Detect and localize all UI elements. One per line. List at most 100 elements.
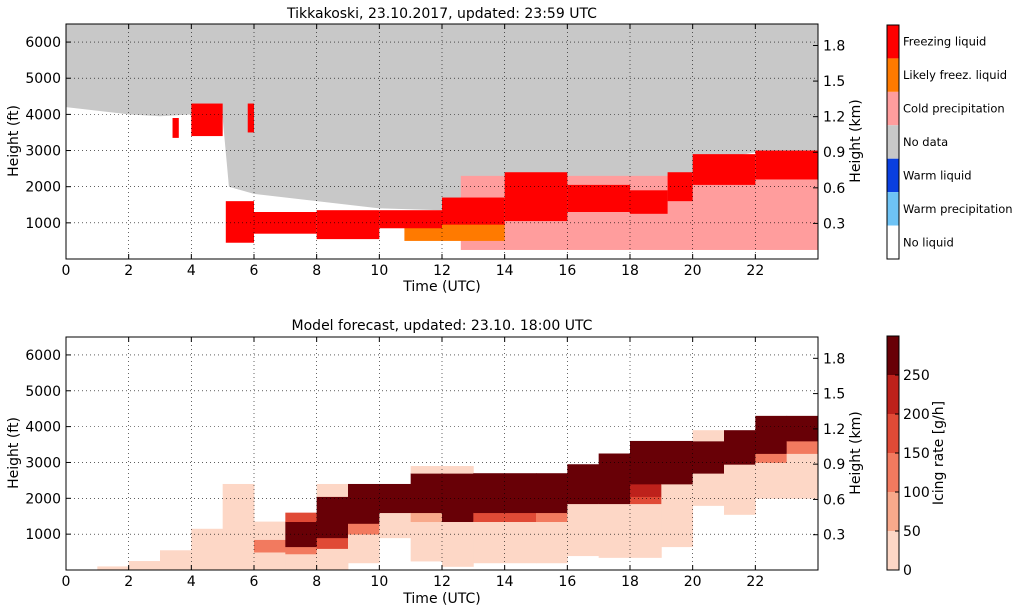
icing-cell <box>410 466 443 474</box>
freezing-liquid-patch <box>191 103 223 137</box>
icing-cell <box>567 464 600 505</box>
legend-swatch <box>887 125 899 159</box>
y-tick-label: 4000 <box>25 420 61 436</box>
x-tick-label: 12 <box>433 263 451 279</box>
x-tick-label: 8 <box>312 574 321 590</box>
icing-cell <box>348 483 380 524</box>
y-right-tick-label: 1.5 <box>823 74 845 90</box>
colorbar-tick-label: 50 <box>903 524 921 540</box>
icing-cell <box>724 464 756 515</box>
y-right-tick-label: 1.8 <box>823 351 845 367</box>
icing-cell <box>567 503 600 557</box>
x-tick-label: 4 <box>187 574 196 590</box>
y-tick-label: 5000 <box>25 384 61 400</box>
observation-xlabel: Time (UTC) <box>402 279 480 295</box>
legend-swatch <box>887 58 899 92</box>
icing-cell <box>661 483 694 548</box>
icing-cell <box>473 521 506 564</box>
icing-cell <box>97 566 130 570</box>
x-tick-label: 12 <box>433 574 451 590</box>
icing-cell <box>536 521 568 564</box>
y-right-tick-label: 0.6 <box>823 181 845 197</box>
freezing-liquid-band-segment <box>692 154 756 185</box>
icing-cell <box>222 483 255 570</box>
icing-cell <box>504 512 537 523</box>
y-right-tick-label: 0.3 <box>823 216 845 232</box>
x-tick-label: 16 <box>558 263 576 279</box>
legend-entry: Freezing liquid <box>903 35 986 49</box>
x-tick-label: 4 <box>187 263 196 279</box>
forecast-title: Model forecast, updated: 23.10. 18:00 UT… <box>292 318 593 334</box>
freezing-liquid-band-segment <box>442 197 505 225</box>
legend-swatch <box>887 225 899 259</box>
icing-cell <box>254 539 286 553</box>
icing-cell <box>442 466 474 474</box>
y-tick-label: 5000 <box>25 71 61 87</box>
colorbar-tick-label: 200 <box>903 407 930 423</box>
legend-swatch <box>887 25 899 59</box>
icing-cell <box>316 496 349 539</box>
y-tick-label: 2000 <box>25 180 61 196</box>
freezing-liquid-patch <box>172 118 179 138</box>
icing-cell <box>755 462 788 499</box>
icing-cell <box>504 521 537 564</box>
icing-cell <box>755 415 788 454</box>
legend-frame <box>886 24 900 260</box>
icing-cell <box>316 483 349 497</box>
x-tick-label: 10 <box>370 263 388 279</box>
x-tick-label: 18 <box>621 574 639 590</box>
forecast-xlabel: Time (UTC) <box>402 591 480 607</box>
icing-cell <box>285 546 318 555</box>
legend-entry: Warm precipitation <box>903 202 1013 216</box>
icing-colorbar: 0 50 100 150 200 250 Icing rate [g/h] <box>886 335 947 579</box>
colorbar-segment <box>887 453 899 492</box>
colorbar-segment <box>887 492 899 531</box>
icing-cell <box>316 548 349 570</box>
observation-grid <box>66 24 818 259</box>
y-tick-label: 2000 <box>25 491 61 507</box>
observation-panel: Tikkakoski, 23.10.2017, updated: 23:59 U… <box>6 6 864 295</box>
icing-cell <box>285 512 318 523</box>
x-tick-label: 22 <box>746 574 764 590</box>
freezing-liquid-band-segment <box>567 184 630 212</box>
icing-cell <box>598 503 631 558</box>
freezing-liquid-patch <box>247 103 254 133</box>
colorbar-segment <box>887 531 899 570</box>
colorbar-segment <box>887 336 899 375</box>
icing-cell <box>254 521 286 540</box>
x-tick-label: 0 <box>62 263 71 279</box>
legend-swatch <box>887 192 899 226</box>
y-right-tick-label: 0.3 <box>823 528 845 544</box>
forecast-ylabel: Height (ft) <box>6 417 22 489</box>
icing-cell <box>504 473 537 514</box>
colorbar-tick-label: 250 <box>903 368 930 384</box>
forecast-axes: 0 2 4 6 8 10 12 14 16 18 20 22 1000 2000 3000 4000 5000 6… <box>25 337 845 590</box>
y-tick-label: 3000 <box>25 455 61 471</box>
freezing-liquid-band-segment <box>504 172 568 222</box>
icing-cell <box>692 440 725 474</box>
icing-cell <box>442 473 474 523</box>
freezing-liquid-band-segment <box>755 150 818 180</box>
y-tick-label: 6000 <box>25 35 61 51</box>
freezing-liquid-band-segment <box>630 190 668 214</box>
icing-cell <box>473 473 506 514</box>
observation-title: Tikkakoski, 23.10.2017, updated: 23:59 U… <box>286 6 597 22</box>
icing-cell <box>442 521 474 567</box>
freezing-liquid-band-segment <box>379 210 442 229</box>
legend-swatch <box>887 158 899 193</box>
y-tick-label: 4000 <box>25 107 61 123</box>
y-right-tick-label: 0.9 <box>823 457 845 473</box>
colorbar-segment <box>887 414 899 453</box>
legend-swatch <box>887 91 899 126</box>
x-tick-label: 2 <box>124 263 133 279</box>
freezing-liquid-band-segment <box>316 210 380 240</box>
icing-cell <box>598 453 631 505</box>
icing-cell <box>786 453 818 499</box>
icing-cell <box>160 550 192 570</box>
icing-cell <box>724 430 756 465</box>
observation-axes: 0 2 4 6 8 10 12 14 16 18 20 22 1000 2000 3000 4000 5000 6… <box>25 24 845 279</box>
colorbar-tick-label: 0 <box>903 563 912 579</box>
freezing-liquid-band-segment <box>254 212 317 234</box>
icing-cell <box>473 512 506 523</box>
observation-ylabel-right: Height (km) <box>848 99 864 182</box>
